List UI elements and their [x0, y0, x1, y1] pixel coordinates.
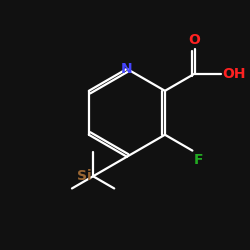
Text: O: O — [188, 34, 200, 48]
Text: F: F — [194, 152, 203, 166]
Text: Si: Si — [76, 169, 91, 183]
Text: N: N — [121, 62, 133, 76]
Text: OH: OH — [222, 67, 246, 81]
